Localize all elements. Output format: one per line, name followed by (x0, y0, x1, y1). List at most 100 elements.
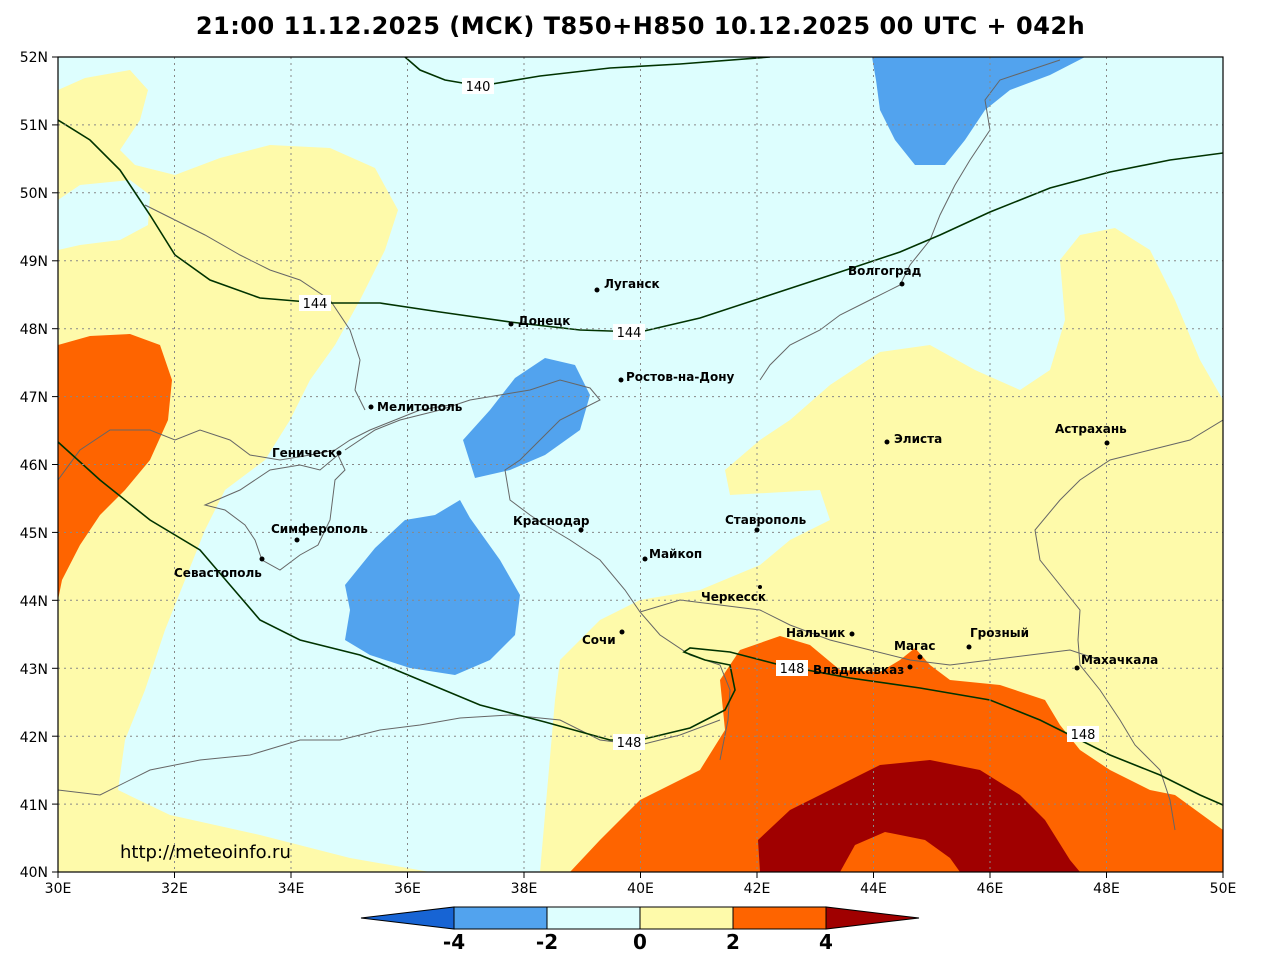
contour-148-a (58, 441, 1223, 806)
lon-label: 46E (977, 881, 1004, 897)
city-marker (294, 537, 300, 543)
coast-black-sea-north (58, 404, 451, 481)
lon-label: 50E (1210, 881, 1237, 897)
colorbar-swatch-m4-m2 (453, 906, 548, 930)
lat-label: 46N (20, 458, 48, 474)
colorbar: -4 -2 0 2 4 (360, 906, 920, 954)
city-label: Владикавказ (813, 663, 904, 677)
lat-label: 44N (20, 594, 48, 610)
temp-zone-gt4 (758, 760, 1080, 872)
coast-crimea (203, 454, 346, 571)
temp-zone-2-4-island (840, 832, 960, 872)
coast-azov (344, 379, 731, 761)
city-marker (758, 585, 762, 589)
cities: Луганск Волгоград Донецк Ростов-на-Дону … (174, 264, 1158, 677)
city-label: Мелитополь (377, 400, 463, 414)
lat-label: 47N (20, 390, 48, 406)
city-marker (336, 450, 342, 456)
source-url: http://meteoinfo.ru (120, 842, 291, 863)
lon-label: 30E (45, 881, 72, 897)
isoline-label: 144 (303, 297, 328, 312)
contour-144-a (58, 119, 1223, 333)
isoline-label: 148 (780, 662, 805, 677)
city-label: Краснодар (513, 514, 590, 528)
city-marker (618, 377, 624, 383)
isoline-label: 144 (617, 326, 642, 341)
city-label: Черкесск (701, 590, 766, 604)
lat-labels: 52N 51N 50N 49N 48N 47N 46N 45N 44N 43N … (20, 50, 48, 881)
colorbar-label: 4 (819, 930, 833, 954)
lat-label: 50N (20, 186, 48, 202)
colorbar-swatch-2-4 (732, 906, 827, 930)
lat-label: 40N (20, 865, 48, 881)
temp-zone-2-4-west (58, 334, 172, 600)
lon-label: 44E (860, 881, 887, 897)
lat-label: 41N (20, 798, 48, 814)
geopotential-contours (58, 57, 1223, 806)
city-label: Нальчик (786, 626, 845, 640)
lon-label: 34E (278, 881, 305, 897)
temp-zone-0-2-east (540, 228, 1223, 872)
city-label: Магас (894, 639, 936, 653)
colorbar-swatch-gt4 (825, 906, 920, 930)
city-label: Майкоп (649, 547, 702, 561)
temp-zone-m4-m2-north (872, 57, 1085, 165)
city-marker (907, 664, 913, 670)
city-marker (966, 644, 972, 650)
colorbar-label: 2 (726, 930, 740, 954)
temp-zone-m4-m2-blacksea (345, 500, 520, 675)
contour-140 (404, 57, 771, 87)
temp-zone-0-2-west (58, 70, 430, 872)
city-label: Ставрополь (725, 513, 807, 527)
city-marker (754, 527, 760, 533)
lat-label: 49N (20, 254, 48, 270)
city-marker (578, 527, 584, 533)
city-marker (1074, 665, 1080, 671)
city-marker (917, 654, 923, 660)
city-label: Астрахань (1055, 422, 1127, 436)
border-caucasus (639, 599, 1101, 666)
city-marker (849, 631, 855, 637)
map-title: 21:00 11.12.2025 (МСК) T850+H850 10.12.2… (195, 12, 1086, 40)
lat-label: 48N (20, 322, 48, 338)
isoline-labels: 140 144 144 148 148 148 (299, 78, 1099, 751)
coast-caspian (1034, 419, 1223, 831)
city-marker (619, 629, 625, 635)
temp-zone-m2-0-patch (58, 180, 150, 250)
lat-label: 52N (20, 50, 48, 66)
colorbar-swatch-lt-m4 (360, 906, 455, 930)
lat-label: 45N (20, 526, 48, 542)
city-label: Симферополь (271, 522, 368, 536)
lon-label: 48E (1093, 881, 1120, 897)
isoline-label: 148 (617, 736, 642, 751)
lon-label: 36E (394, 881, 421, 897)
lon-label: 42E (744, 881, 771, 897)
city-label: Элиста (894, 432, 942, 446)
lon-labels: 30E 32E 34E 36E 38E 40E 42E 44E 46E 48E … (45, 881, 1237, 897)
city-marker (594, 287, 600, 293)
river-don (144, 204, 366, 411)
city-label: Луганск (604, 277, 660, 291)
lat-label: 43N (20, 662, 48, 678)
isoline-label: 148 (1071, 728, 1096, 743)
lon-ticks (57, 872, 1224, 878)
lat-label: 51N (20, 118, 48, 134)
colorbar-label: -4 (443, 930, 465, 954)
lon-label: 40E (627, 881, 654, 897)
isoline-label: 140 (466, 80, 491, 95)
lon-label: 32E (161, 881, 188, 897)
city-label: Грозный (970, 626, 1029, 640)
lon-label: 38E (511, 881, 538, 897)
city-marker (884, 439, 890, 445)
city-label: Волгоград (848, 264, 922, 278)
colorbar-swatch-m2-0 (546, 906, 641, 930)
city-marker (259, 556, 265, 562)
city-label: Сочи (582, 633, 616, 647)
city-marker (1104, 440, 1110, 446)
city-label: Севастополь (174, 566, 262, 580)
city-marker (368, 404, 374, 410)
city-marker (642, 556, 648, 562)
city-label: Геническ (272, 446, 336, 460)
city-marker (508, 321, 514, 327)
